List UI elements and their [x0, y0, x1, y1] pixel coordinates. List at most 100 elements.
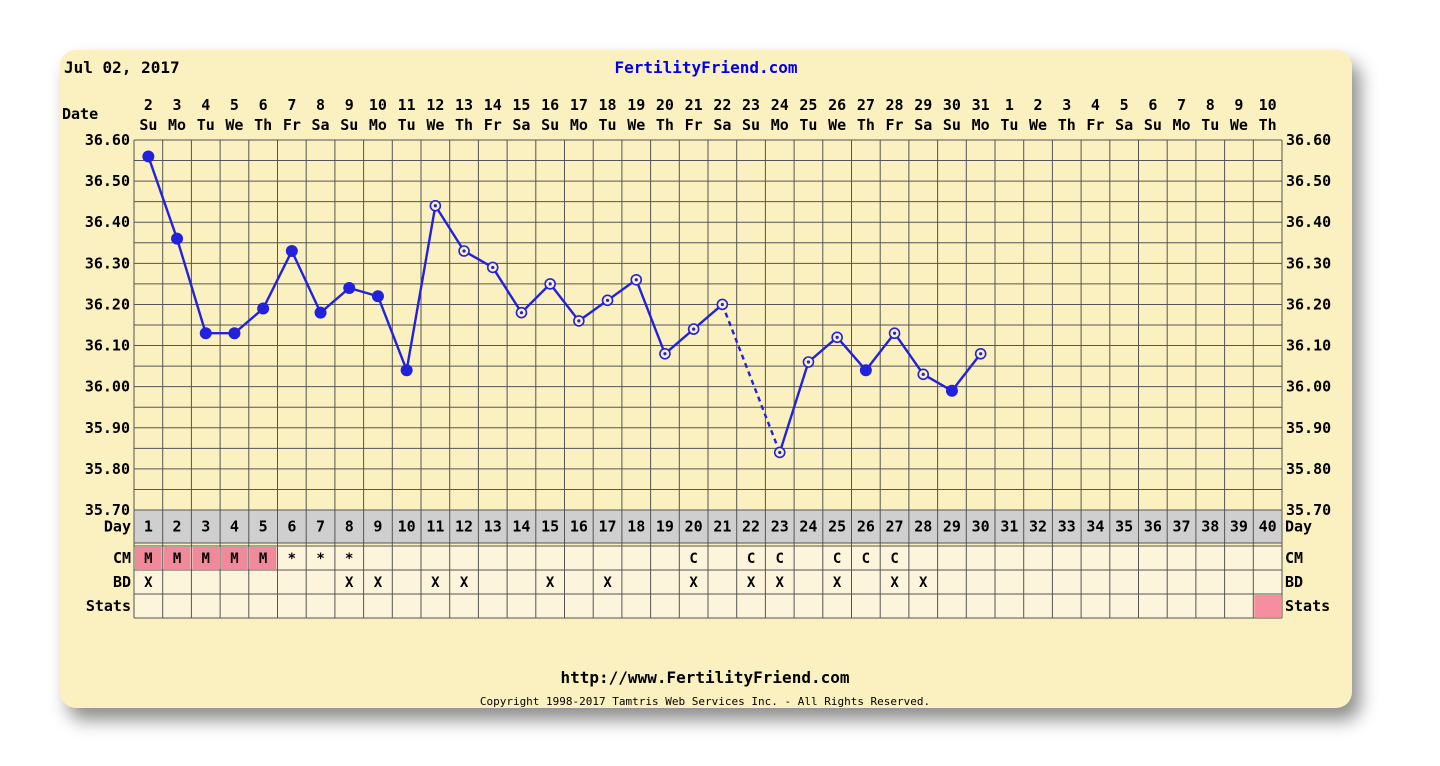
- chart-card: Date 2 3 4 5 6 7 8 9 10 11 12 13 14 15 16 17 18 19 20 21 22 23…: [60, 50, 1352, 708]
- date-number: 9: [345, 96, 354, 114]
- cycle-day-number: 22: [742, 518, 760, 536]
- cycle-day-number: 33: [1058, 518, 1076, 536]
- date-number: 9: [1234, 96, 1243, 114]
- y-tick-label-left: 36.20: [85, 295, 130, 313]
- copyright: Copyright 1998-2017 Tamtris Web Services…: [480, 695, 930, 708]
- cm-cell: C: [689, 551, 697, 567]
- weekday-label: Mo: [570, 116, 588, 134]
- temp-point: [171, 232, 184, 245]
- y-tick-label-right: 36.60: [1286, 131, 1331, 149]
- weekday-label: Tu: [599, 116, 617, 134]
- date-number: 10: [1259, 96, 1277, 114]
- cm-cell: C: [833, 551, 841, 567]
- cycle-day-number: 32: [1029, 518, 1047, 536]
- temp-line-segment: [606, 278, 637, 302]
- cm-cell: C: [862, 551, 870, 567]
- site-link[interactable]: FertilityFriend.com: [614, 58, 797, 77]
- temp-line-segment: [549, 283, 580, 322]
- menses-cell: [249, 547, 277, 569]
- cycle-day-number: 9: [373, 518, 382, 536]
- bd-cell: X: [603, 575, 612, 591]
- cycle-day-number: 8: [345, 518, 354, 536]
- bd-row-label: BD: [113, 573, 131, 591]
- temp-point: [228, 327, 241, 340]
- weekday-label: Mo: [369, 116, 387, 134]
- cm-cell: *: [288, 551, 296, 567]
- cycle-day-number: 5: [259, 518, 268, 536]
- weekday-label: Su: [541, 116, 559, 134]
- bd-cell: X: [890, 575, 899, 591]
- y-tick-label-left: 36.50: [85, 172, 130, 190]
- cm-cell: M: [144, 551, 152, 567]
- date-number: 12: [426, 96, 444, 114]
- cycle-day-number: 14: [512, 518, 530, 536]
- temp-line-segment: [491, 266, 523, 314]
- cycle-day-number: 30: [972, 518, 990, 536]
- cycle-day-number: 36: [1144, 518, 1162, 536]
- date-number: 6: [1148, 96, 1157, 114]
- date-number: 6: [259, 96, 268, 114]
- cm-cell: M: [202, 551, 210, 567]
- date-row-label: Date: [62, 105, 98, 123]
- temp-line-segment: [376, 295, 408, 371]
- weekday-label: Sa: [312, 116, 330, 134]
- temp-point: [400, 364, 413, 377]
- y-tick-label-right: 35.70: [1286, 501, 1331, 519]
- weekday-label: Th: [656, 116, 674, 134]
- date-number: 28: [886, 96, 904, 114]
- weekday-label: Sa: [1115, 116, 1133, 134]
- cycle-day-number: 13: [484, 518, 502, 536]
- temp-line-segment: [664, 328, 695, 355]
- temp-point-open-dot: [519, 311, 524, 315]
- temp-point-open-dot: [835, 335, 839, 339]
- temp-line-segment: [434, 205, 466, 252]
- day-row-label-right: Day: [1285, 518, 1312, 536]
- bd-cell: X: [747, 575, 756, 591]
- weekday-label: We: [1029, 116, 1047, 134]
- temp-point: [199, 327, 212, 340]
- cm-row-label-right: CM: [1285, 549, 1303, 567]
- temp-point: [314, 306, 327, 319]
- bd-cell: X: [460, 575, 469, 591]
- date-number: 17: [570, 96, 588, 114]
- temp-line-segment: [893, 332, 925, 376]
- bd-cell: X: [374, 575, 383, 591]
- temp-point: [343, 282, 356, 294]
- date-number: 19: [627, 96, 645, 114]
- temp-point-open-dot: [806, 360, 811, 364]
- weekday-label: Fr: [886, 116, 904, 134]
- bd-cell: X: [546, 575, 555, 591]
- cycle-day-number: 29: [943, 518, 961, 536]
- weekday-label: Th: [857, 116, 875, 134]
- y-tick-label-left: 36.40: [85, 213, 130, 231]
- cycle-day-number: 6: [287, 518, 296, 536]
- date-number: 7: [287, 96, 296, 114]
- day-row-label: Day: [104, 518, 131, 536]
- weekday-label: We: [426, 116, 444, 134]
- temp-point-open-dot: [577, 319, 581, 323]
- cycle-day-number: 15: [541, 518, 559, 536]
- bd-cell: X: [689, 575, 698, 591]
- footer-url[interactable]: http://www.FertilityFriend.com: [561, 668, 850, 687]
- bd-cell: X: [833, 575, 842, 591]
- temp-point: [945, 384, 958, 397]
- bd-cell: X: [144, 575, 153, 591]
- y-tick-label-right: 36.30: [1286, 254, 1331, 272]
- temp-point: [257, 302, 270, 315]
- stats-highlight-cell: [1254, 595, 1281, 617]
- cycle-day-number: 12: [455, 518, 473, 536]
- y-tick-label-left: 35.80: [85, 460, 130, 478]
- temp-point: [285, 245, 298, 257]
- weekday-label: Su: [1144, 116, 1162, 134]
- menses-cell: [221, 547, 248, 569]
- cm-cell: M: [173, 551, 181, 567]
- temp-point-open-dot: [462, 249, 466, 253]
- date-number: 10: [369, 96, 387, 114]
- weekday-label: Th: [1058, 116, 1076, 134]
- weekday-label: Tu: [1000, 116, 1018, 134]
- date-number: 27: [857, 96, 875, 114]
- cycle-day-number: 3: [201, 518, 210, 536]
- temp-line-segment: [578, 299, 609, 322]
- temp-point-open-dot: [692, 327, 696, 331]
- date-number: 22: [713, 96, 731, 114]
